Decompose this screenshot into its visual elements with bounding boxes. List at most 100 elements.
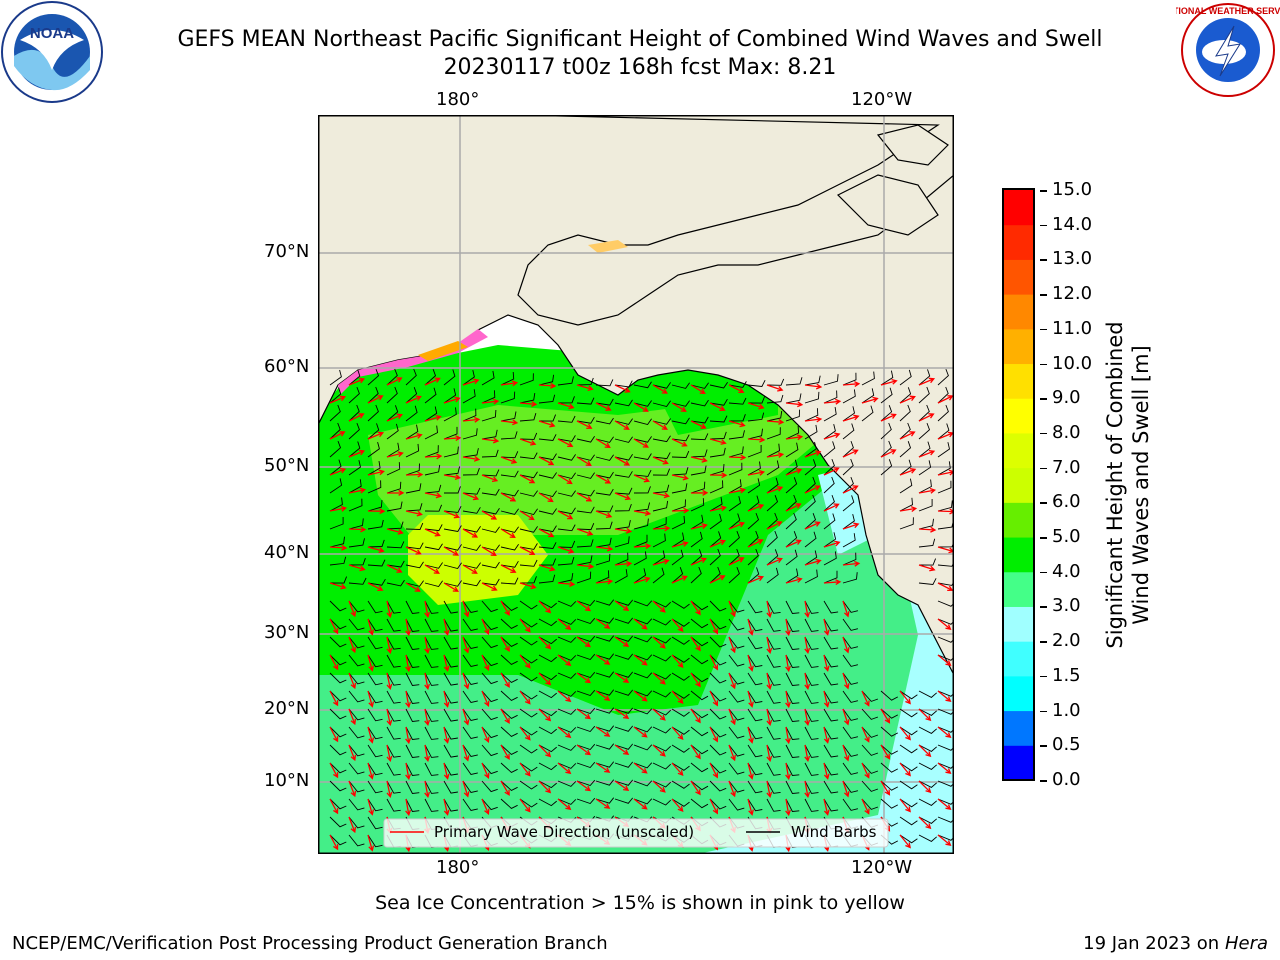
wind-barb xyxy=(576,779,596,787)
colorbar-tick-mark xyxy=(1040,745,1047,747)
colorbar-tick-label: 14.0 xyxy=(1052,213,1093,235)
wave-direction-arrow xyxy=(804,416,823,423)
wind-barb xyxy=(557,573,574,584)
wind-barb xyxy=(652,600,672,608)
wind-barb xyxy=(519,762,538,772)
wind-barb xyxy=(443,407,457,422)
wind-barb xyxy=(614,635,634,642)
wave-direction-arrow xyxy=(481,437,500,444)
wave-direction-arrow xyxy=(329,690,339,707)
wave-direction-arrow xyxy=(633,576,651,584)
wind-barb xyxy=(785,568,799,584)
wind-barb xyxy=(823,494,835,512)
wave-direction-arrow xyxy=(918,564,936,572)
wind-barb xyxy=(386,636,401,650)
wave-direction-arrow xyxy=(747,798,754,816)
wind-barb xyxy=(709,690,727,702)
wind-barb xyxy=(443,544,462,551)
wind-barb xyxy=(595,570,610,584)
wind-barb xyxy=(576,617,596,625)
wave-direction-arrow xyxy=(709,690,719,707)
wave-direction-arrow xyxy=(557,546,575,554)
wind-barb xyxy=(576,599,596,607)
wave-direction-arrow xyxy=(633,798,648,810)
wind-barb xyxy=(728,690,745,703)
wind-barb xyxy=(766,762,781,776)
wind-barb xyxy=(766,530,778,548)
wave-direction-arrow xyxy=(614,744,630,755)
wind-barb xyxy=(500,798,518,809)
wind-barb xyxy=(671,744,690,753)
wind-barb xyxy=(614,418,633,425)
wind-barb xyxy=(766,411,783,422)
wave-direction-arrow xyxy=(766,557,783,566)
wind-barb xyxy=(386,481,402,494)
wind-barb xyxy=(538,690,557,699)
wind-barb xyxy=(671,708,690,717)
wave-direction-arrow xyxy=(671,575,688,584)
wave-direction-arrow xyxy=(899,395,916,404)
wave-direction-arrow xyxy=(652,420,668,430)
wind-barb xyxy=(500,618,518,629)
wave-direction-arrow xyxy=(899,431,916,440)
wind-barb xyxy=(633,708,653,715)
wind-barb xyxy=(367,726,383,740)
wind-barb xyxy=(481,429,498,440)
wind-barb xyxy=(367,618,383,632)
wave-direction-arrow xyxy=(633,438,649,448)
wind-barb xyxy=(500,451,519,459)
wind-barb xyxy=(329,690,347,702)
wind-barb xyxy=(462,369,475,386)
wave-direction-arrow xyxy=(614,560,633,567)
wind-barb xyxy=(557,618,577,625)
wind-barb xyxy=(766,394,784,404)
wind-barb xyxy=(918,690,937,698)
wind-barb xyxy=(671,499,686,512)
colorbar-segment xyxy=(1004,537,1034,573)
wind-barb xyxy=(329,636,347,648)
wind-barb xyxy=(880,370,894,386)
wind-barb xyxy=(329,834,347,846)
wind-barb xyxy=(576,725,596,733)
wind-barb xyxy=(367,780,383,794)
wind-barb xyxy=(595,797,615,804)
wind-barb xyxy=(671,483,688,494)
wave-direction-arrow xyxy=(386,451,404,458)
colorbar-tick-label: 1.5 xyxy=(1052,664,1081,686)
lon-label-top-180: 180° xyxy=(436,89,480,110)
lon-label-top-120w: 120°W xyxy=(851,89,913,110)
wind-barb xyxy=(709,447,726,458)
wind-barb xyxy=(709,566,721,584)
wind-barb xyxy=(595,488,614,496)
wave-direction-arrow xyxy=(443,474,462,481)
wind-barb xyxy=(804,600,819,614)
wave-direction-arrow xyxy=(367,798,375,816)
wind-barb xyxy=(823,780,839,794)
wind-barb xyxy=(652,690,672,698)
wind-barb xyxy=(348,654,365,667)
wave-direction-arrow xyxy=(329,582,347,590)
wind-barb xyxy=(519,726,538,736)
wind-barb xyxy=(823,600,839,614)
wind-barb xyxy=(709,600,727,612)
wave-direction-arrow xyxy=(348,816,357,834)
wind-barb xyxy=(386,654,401,668)
wind-barb xyxy=(519,508,538,516)
wind-barb xyxy=(576,653,596,661)
wind-barb xyxy=(633,618,653,625)
wave-direction-arrow xyxy=(443,798,450,816)
wind-barb xyxy=(918,558,937,566)
wave-direction-arrow xyxy=(728,384,745,394)
wind-barb xyxy=(329,517,344,530)
wave-direction-arrow xyxy=(652,708,666,721)
wind-barb xyxy=(823,390,838,404)
wind-barb xyxy=(538,374,555,386)
lat-label-60n: 60°N xyxy=(264,356,310,377)
wind-barb xyxy=(747,530,759,548)
wind-barb xyxy=(918,816,937,824)
wind-barb xyxy=(842,423,855,440)
wind-barb xyxy=(614,599,634,606)
wind-barb xyxy=(424,708,439,722)
wind-barb xyxy=(405,503,423,512)
wind-barb xyxy=(633,518,649,530)
